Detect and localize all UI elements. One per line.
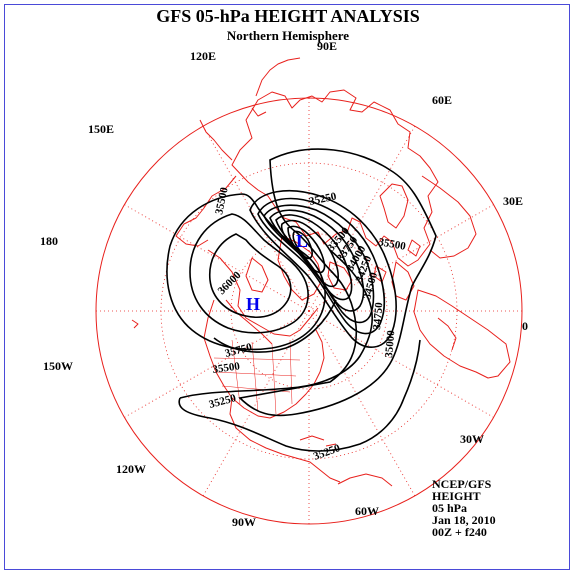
info-source: NCEP/GFS [432, 477, 492, 491]
longitude-label-120E: 120E [190, 49, 216, 63]
map-title: GFS 05-hPa HEIGHT ANALYSIS [156, 6, 420, 26]
contour-labels: 35500 35250 35500 36000 35750 35500 3525… [208, 186, 407, 463]
longitude-label-150W: 150W [43, 359, 73, 373]
longitude-label-90E: 90E [317, 39, 337, 53]
contour-label: 34750 [371, 301, 385, 330]
map-subtitle: Northern Hemisphere [226, 28, 350, 43]
meridian-lines [96, 98, 522, 524]
contour-label: 35250 [312, 442, 342, 463]
longitude-label-180: 180 [40, 234, 58, 248]
longitude-label-150E: 150E [88, 122, 114, 136]
plot-frame [4, 4, 570, 570]
height-contours [166, 148, 437, 452]
contour-label: 35500 [212, 360, 241, 376]
contour-label: 35250 [208, 392, 238, 411]
contour-label: 35000 [383, 329, 397, 358]
contour-label: 35500 [377, 236, 407, 253]
info-block: NCEP/GFS HEIGHT 05 hPa Jan 18, 2010 00Z … [432, 478, 496, 538]
longitude-label-30E: 30E [503, 194, 523, 208]
longitude-label-0: 0 [522, 319, 528, 333]
contour-label: 35250 [308, 190, 338, 208]
longitude-labels: 90E 60E 30E 0 30W 60W 90W 120W 150W 180 … [40, 39, 528, 529]
longitude-label-60E: 60E [432, 93, 452, 107]
longitude-label-30W: 30W [460, 432, 484, 446]
low-pressure-center-marker: L [296, 231, 308, 251]
high-pressure-center-marker: H [246, 294, 260, 314]
coastlines [131, 57, 511, 487]
info-field: HEIGHT [432, 489, 481, 503]
info-date: Jan 18, 2010 [432, 513, 496, 527]
contour-label: 35750 [224, 341, 254, 360]
contour-label: 35500 [213, 186, 231, 216]
longitude-label-60W: 60W [355, 504, 379, 518]
longitude-label-90W: 90W [232, 515, 256, 529]
info-level: 05 hPa [432, 501, 468, 515]
longitude-label-120W: 120W [116, 462, 146, 476]
info-time: 00Z + f240 [432, 525, 487, 539]
